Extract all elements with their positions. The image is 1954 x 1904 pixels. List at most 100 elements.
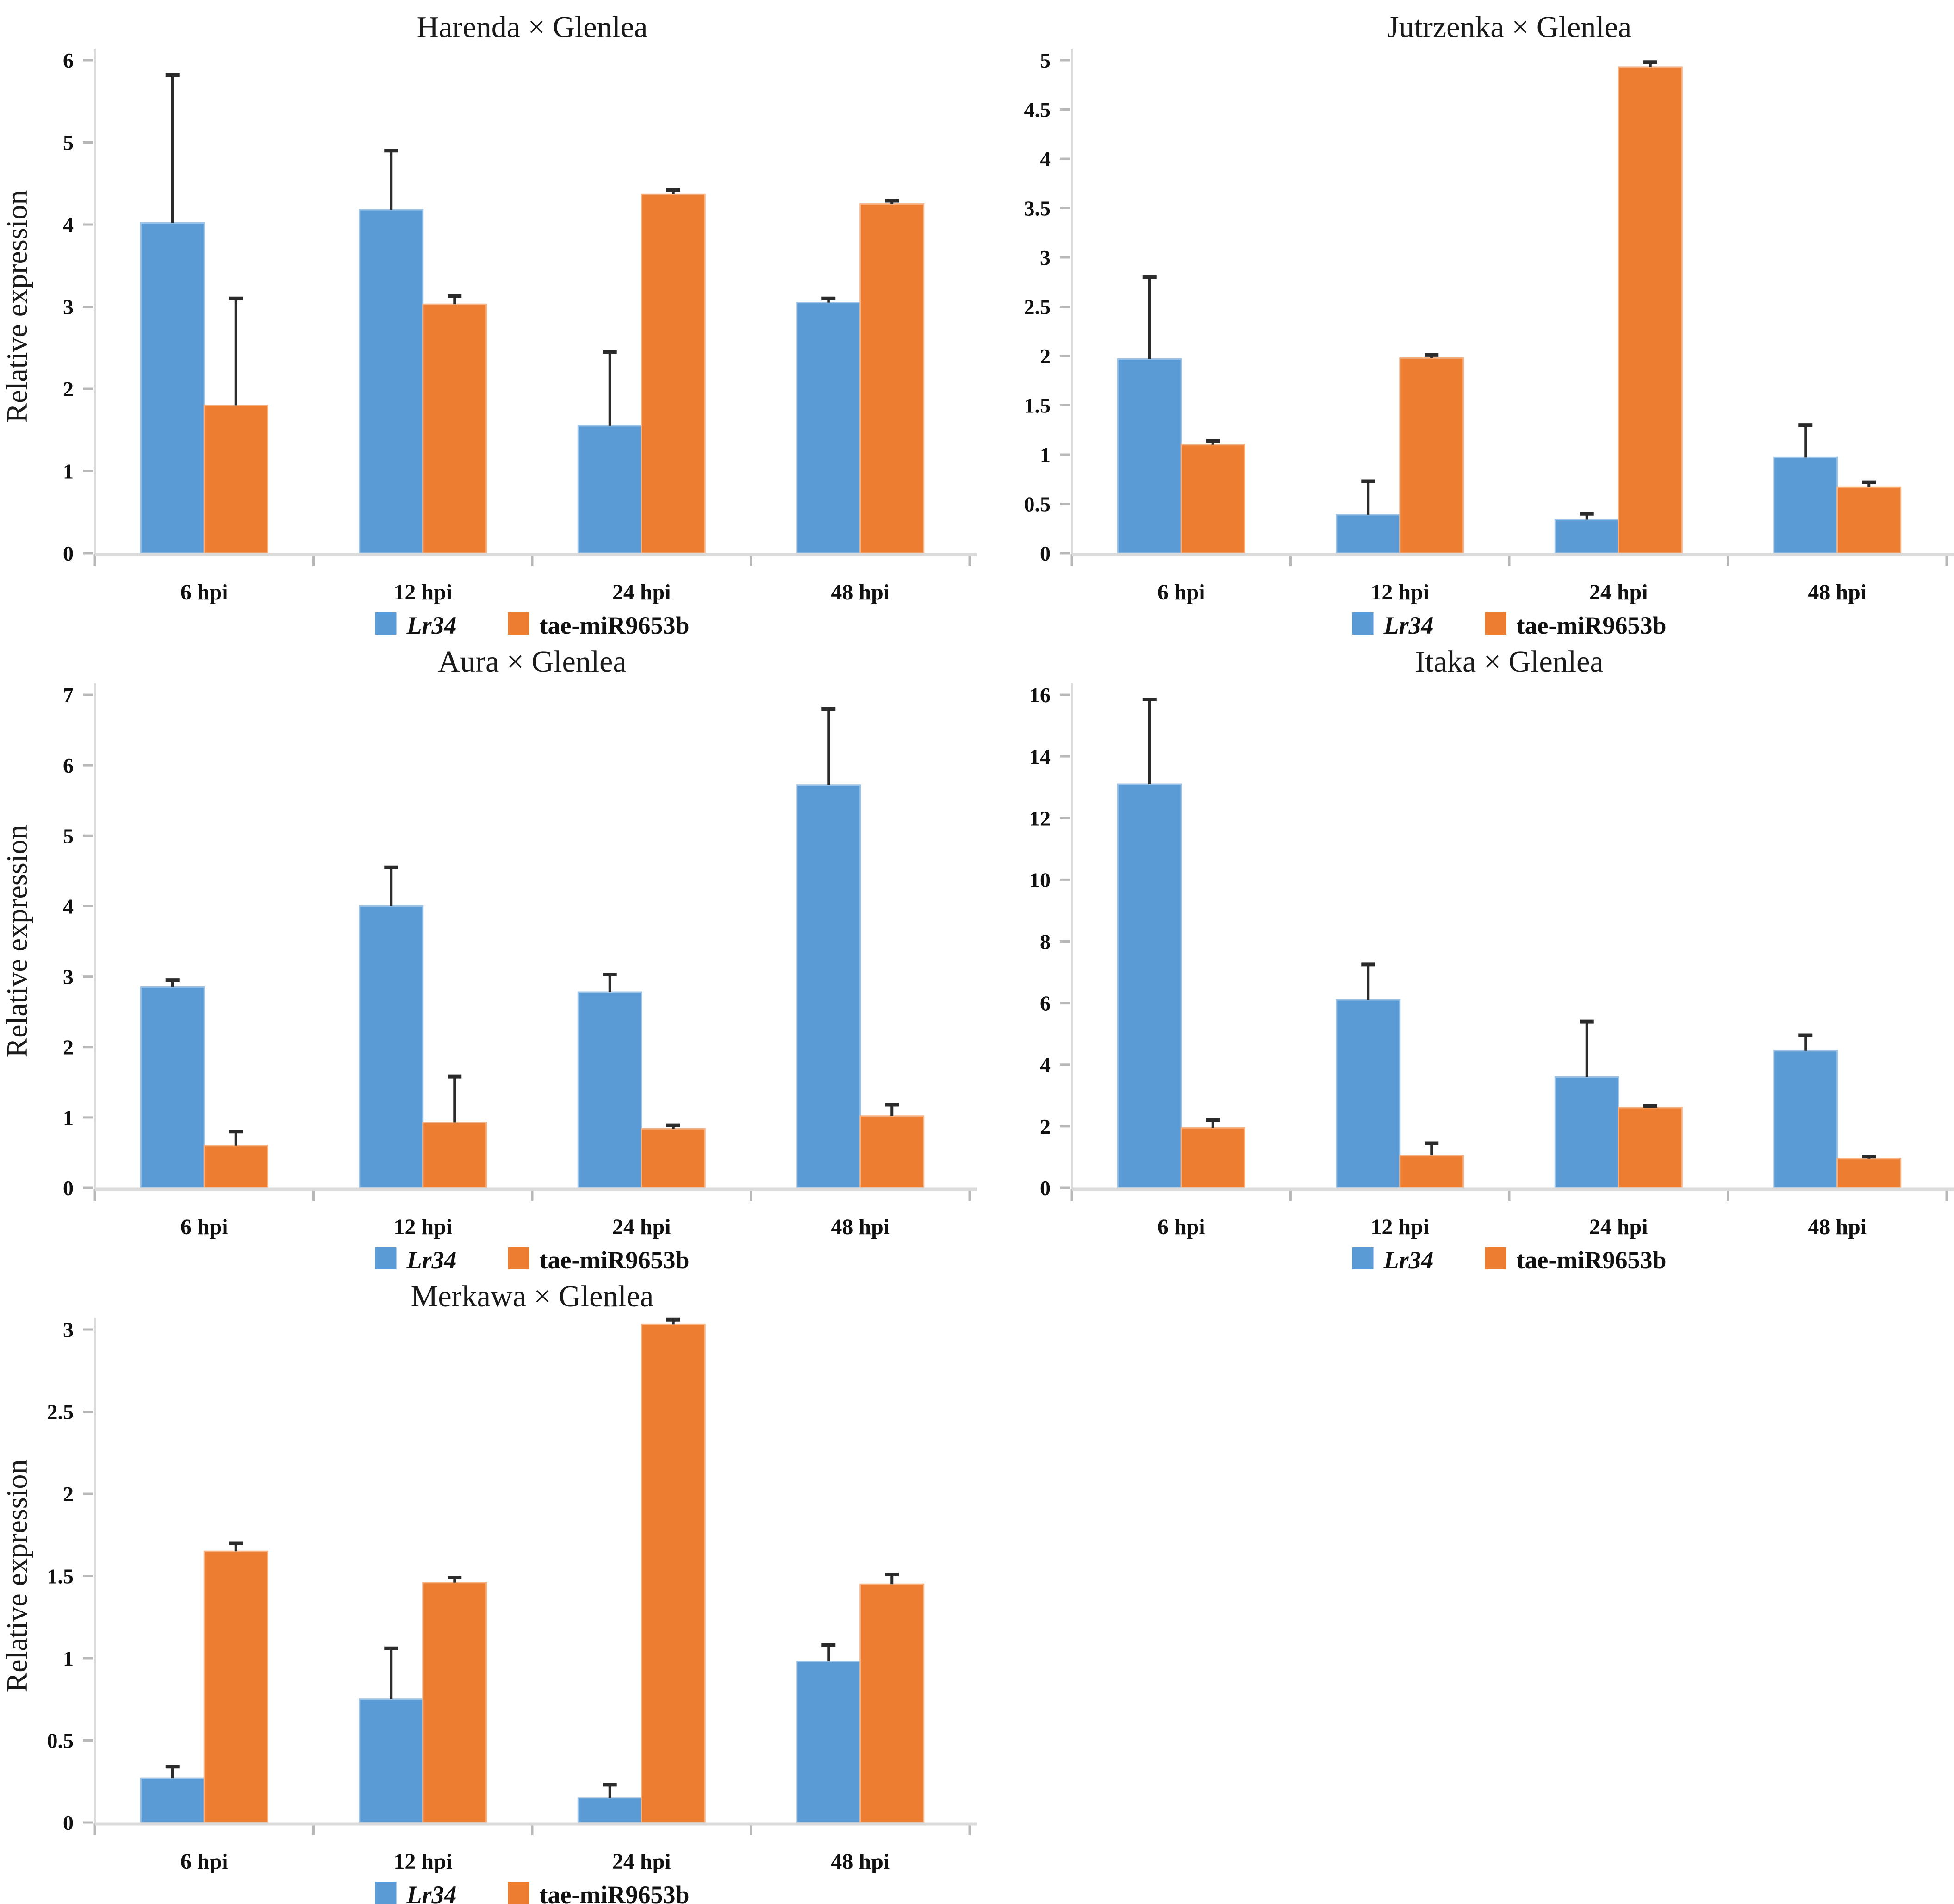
x-tick-label: 24 hpi — [1589, 1215, 1648, 1239]
bar-tae-miR9653b-24hpi — [641, 1323, 706, 1823]
y-tick-label: 1 — [63, 1647, 74, 1670]
chart-title: Aura × Glenlea — [438, 645, 626, 679]
y-tick-label: 6 — [1040, 992, 1051, 1015]
x-tick-label: 12 hpi — [393, 1849, 452, 1874]
chart-canvas-harenda: Harenda × Glenlea Relative expression 0 1… — [0, 10, 977, 635]
legend-swatch-Lr34 — [375, 1882, 397, 1904]
bar-Lr34-12hpi — [359, 905, 424, 1189]
y-tick-label: 3 — [1040, 246, 1051, 269]
legend-swatch-tae-miR9653b — [508, 612, 529, 635]
bar-tae-miR9653b-12hpi — [1399, 1155, 1464, 1189]
bar-tae-miR9653b-12hpi — [422, 1122, 487, 1189]
y-tick-label: 0.5 — [47, 1729, 74, 1753]
legend-swatch-tae-miR9653b — [508, 1882, 529, 1904]
bar-tae-miR9653b-6hpi — [203, 405, 268, 554]
legend-label-Lr34: Lr34 — [1383, 1246, 1434, 1269]
bar-Lr34-12hpi — [1336, 514, 1401, 554]
y-tick-label: 14 — [1029, 745, 1051, 768]
bar-Lr34-48hpi — [1773, 1050, 1838, 1189]
y-tick-label: 0 — [63, 542, 74, 565]
y-tick-label: 4 — [1040, 1053, 1051, 1077]
chart-aura-glenlea: Aura × Glenlea Relative expression 0 1 2 3 4… — [0, 635, 977, 1269]
bar-tae-miR9653b-48hpi — [859, 203, 925, 554]
legend-label-Lr34: Lr34 — [1383, 612, 1434, 635]
legend-label-tae-miR9653b: tae-miR9653b — [540, 1246, 690, 1269]
bar-tae-miR9653b-24hpi — [1618, 66, 1683, 554]
chart-title: Jutrzenka × Glenlea — [1387, 10, 1631, 44]
bar-tae-miR9653b-24hpi — [1618, 1107, 1683, 1189]
x-tick-label: 6 hpi — [180, 1215, 228, 1239]
y-tick-label: 4 — [1040, 147, 1051, 171]
y-tick-label: 2.5 — [1024, 295, 1051, 319]
legend-swatch-Lr34 — [1352, 612, 1374, 635]
bar-tae-miR9653b-12hpi — [422, 1582, 487, 1823]
y-tick-label: 5 — [63, 131, 74, 155]
legend-label-Lr34: Lr34 — [406, 612, 457, 635]
x-tick-label: 6 hpi — [180, 1849, 228, 1874]
x-tick-label: 48 hpi — [831, 1215, 890, 1239]
x-tick-label: 6 hpi — [1157, 580, 1205, 605]
bar-tae-miR9653b-48hpi — [859, 1115, 925, 1189]
y-tick-label: 2 — [63, 1482, 74, 1506]
legend-label-tae-miR9653b: tae-miR9653b — [540, 612, 690, 635]
x-tick-label: 6 hpi — [1157, 1215, 1205, 1239]
bar-Lr34-48hpi — [796, 1661, 861, 1823]
legend-swatch-Lr34 — [375, 612, 397, 635]
y-tick-label: 0 — [1040, 542, 1051, 565]
bar-Lr34-24hpi — [1554, 1076, 1619, 1189]
y-tick-label: 6 — [63, 49, 74, 72]
bar-tae-miR9653b-12hpi — [1399, 357, 1464, 554]
y-tick-label: 1.5 — [1024, 394, 1051, 418]
legend: Lr34 tae-miR9653b — [375, 612, 690, 635]
x-tick-label: 24 hpi — [612, 1849, 671, 1874]
bar-Lr34-24hpi — [1554, 519, 1619, 554]
empty-cell — [977, 1269, 1954, 1904]
y-tick-label: 2 — [1040, 1115, 1051, 1138]
bar-Lr34-6hpi — [1117, 358, 1182, 554]
y-tick-label: 12 — [1029, 806, 1051, 830]
chart-jutrzenka-glenlea: Jutrzenka × Glenlea 0 0.5 1 1.5 2 2.5 3 3.5 4 4.5… — [977, 0, 1954, 635]
x-tick-label: 24 hpi — [1589, 580, 1648, 605]
x-tick-label: 48 hpi — [1808, 1215, 1867, 1239]
plot-area: 0 1 2 3 4 5 6 6 hpi 12 hpi 24 hpi 48 hpi Lr34 tae-mi… — [63, 49, 977, 635]
chart-title: Itaka × Glenlea — [1415, 645, 1603, 679]
chart-title: Harenda × Glenlea — [417, 10, 648, 44]
bar-tae-miR9653b-6hpi — [203, 1145, 268, 1189]
legend: Lr34 tae-miR9653b — [375, 1246, 690, 1269]
legend-swatch-tae-miR9653b — [508, 1247, 529, 1269]
bar-tae-miR9653b-48hpi — [1836, 486, 1902, 554]
x-tick-label: 12 hpi — [393, 1215, 452, 1239]
y-tick-label: 0.5 — [1024, 493, 1051, 516]
y-tick-label: 16 — [1029, 683, 1051, 707]
legend: Lr34 tae-miR9653b — [375, 1881, 689, 1904]
x-tick-label: 48 hpi — [1808, 580, 1867, 605]
bar-Lr34-12hpi — [1336, 999, 1401, 1189]
legend-swatch-Lr34 — [375, 1247, 397, 1269]
y-tick-label: 8 — [1040, 930, 1051, 954]
bar-Lr34-48hpi — [796, 302, 861, 554]
bar-Lr34-12hpi — [359, 1698, 424, 1823]
y-tick-label: 1 — [63, 460, 74, 483]
chart-harenda-glenlea: Harenda × Glenlea Relative expression 0 1… — [0, 0, 977, 635]
plot-area: 0 0.5 1 1.5 2 2.5 3 6 hpi 12 hpi 24 hpi 48 hpi Lr34… — [47, 1317, 977, 1904]
y-tick-label: 1 — [63, 1106, 74, 1130]
bar-Lr34-48hpi — [1773, 456, 1838, 554]
legend-swatch-Lr34 — [1352, 1247, 1374, 1269]
bar-Lr34-6hpi — [140, 222, 205, 554]
y-tick-label: 0 — [63, 1176, 74, 1200]
bar-tae-miR9653b-6hpi — [203, 1550, 268, 1823]
legend-swatch-tae-miR9653b — [1485, 612, 1506, 635]
x-tick-label: 48 hpi — [831, 580, 890, 605]
bar-Lr34-24hpi — [577, 425, 642, 554]
chart-itaka-glenlea: Itaka × Glenlea 0 2 4 6 8 10 12 14 16 6 hpi 12 hpi… — [977, 635, 1954, 1269]
y-tick-label: 5 — [63, 824, 74, 848]
y-axis-title: Relative expression — [0, 825, 33, 1058]
legend-label-tae-miR9653b: tae-miR9653b — [1517, 612, 1667, 635]
y-tick-label: 2.5 — [47, 1400, 74, 1424]
y-axis-title: Relative expression — [0, 190, 33, 423]
y-tick-label: 2 — [1040, 344, 1051, 368]
plot-area: 0 1 2 3 4 5 6 7 6 hpi 12 hpi 24 hpi 48 hpi Lr34 tae-m… — [63, 683, 977, 1269]
legend-label-tae-miR9653b: tae-miR9653b — [1517, 1246, 1667, 1269]
y-tick-label: 3 — [63, 295, 74, 319]
